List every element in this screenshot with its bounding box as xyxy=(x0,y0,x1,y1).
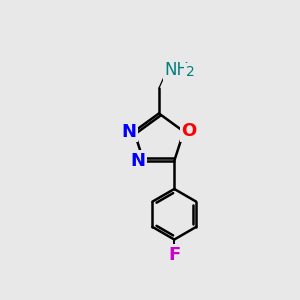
Text: O: O xyxy=(182,122,197,140)
Text: N: N xyxy=(121,122,136,140)
Text: 2: 2 xyxy=(186,65,194,79)
Text: F: F xyxy=(168,246,180,264)
Text: N: N xyxy=(131,152,146,170)
Text: NH: NH xyxy=(164,61,189,79)
